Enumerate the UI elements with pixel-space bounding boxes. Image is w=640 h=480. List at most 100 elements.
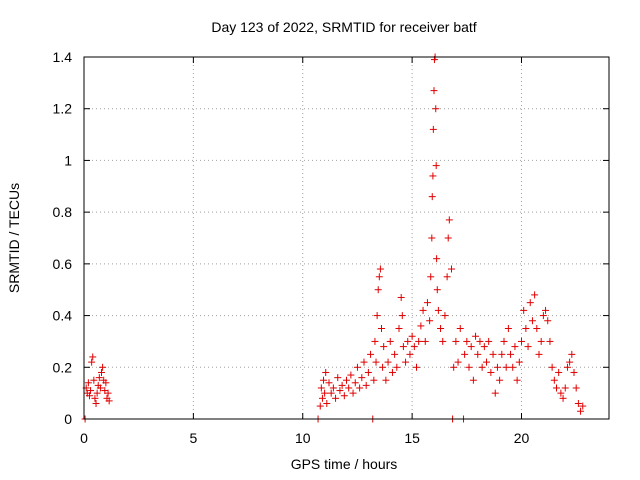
grid xyxy=(84,57,609,419)
data-point xyxy=(370,376,378,384)
data-point xyxy=(360,358,368,366)
data-point xyxy=(343,376,350,384)
data-point xyxy=(88,358,96,366)
data-point xyxy=(423,299,431,307)
data-point xyxy=(345,384,353,392)
data-point xyxy=(461,350,469,358)
data-point xyxy=(375,273,383,281)
data-point xyxy=(384,358,392,366)
data-point xyxy=(502,363,510,371)
data-point xyxy=(338,381,346,389)
data-point xyxy=(85,392,93,400)
data-point xyxy=(439,337,447,345)
data-point xyxy=(472,332,480,340)
data-point xyxy=(323,399,331,407)
data-point xyxy=(408,332,416,340)
data-point xyxy=(428,234,436,242)
data-point xyxy=(500,337,508,345)
data-point xyxy=(382,376,390,384)
y-axis-label: SRMTID / TECUs xyxy=(6,183,22,293)
data-point xyxy=(90,376,98,384)
chart-title: Day 123 of 2022, SRMTID for receiver bat… xyxy=(211,19,476,35)
data-point xyxy=(566,358,574,366)
data-point xyxy=(347,371,355,379)
data-point xyxy=(544,317,552,325)
data-point xyxy=(371,337,379,345)
data-point xyxy=(393,363,401,371)
data-point xyxy=(433,286,441,294)
data-point xyxy=(84,379,92,387)
axis-ticks: 0 0.2 0.4 0.6 0.8 1 1.2 1.4 0 5 10 15 20 xyxy=(53,49,609,446)
x-tick-label: 20 xyxy=(514,430,530,446)
data-point xyxy=(437,325,445,332)
data-point xyxy=(427,273,435,281)
data-point xyxy=(467,343,475,351)
data-point xyxy=(364,368,372,376)
x-tick-label: 10 xyxy=(295,430,311,446)
data-point xyxy=(89,353,97,361)
data-point xyxy=(320,376,328,384)
y-tick-label: 0.4 xyxy=(53,308,73,324)
data-point xyxy=(358,374,366,382)
y-tick-label: 1.2 xyxy=(53,101,73,117)
data-point xyxy=(362,381,370,389)
data-point xyxy=(515,358,523,366)
data-point xyxy=(550,376,558,384)
data-point xyxy=(367,350,375,358)
data-point xyxy=(434,306,442,314)
data-point xyxy=(476,337,484,345)
data-point xyxy=(577,407,585,415)
data-point xyxy=(561,384,569,392)
data-point xyxy=(428,193,436,201)
data-point xyxy=(507,350,515,358)
data-point xyxy=(574,399,582,407)
x-axis-label: GPS time / hours xyxy=(291,456,398,472)
data-point xyxy=(388,368,396,376)
y-tick-label: 0.8 xyxy=(53,204,73,220)
data-point xyxy=(316,402,324,410)
data-point xyxy=(95,374,103,382)
data-point xyxy=(379,363,387,371)
data-point xyxy=(496,376,504,384)
data-point xyxy=(511,343,519,351)
data-point xyxy=(374,286,382,294)
y-tick-label: 1 xyxy=(64,152,72,168)
data-point xyxy=(413,363,420,371)
data-point xyxy=(376,265,384,273)
data-point xyxy=(518,337,525,345)
data-point xyxy=(104,389,112,397)
data-point xyxy=(509,363,517,371)
data-point xyxy=(402,358,410,366)
data-point xyxy=(386,337,394,345)
data-point xyxy=(429,172,437,180)
data-point xyxy=(572,384,580,392)
x-tick-label: 5 xyxy=(189,430,197,446)
data-point xyxy=(537,337,545,345)
data-point xyxy=(563,363,571,371)
y-tick-label: 1.4 xyxy=(53,49,73,65)
data-points xyxy=(81,53,587,423)
data-point xyxy=(432,162,440,170)
data-point xyxy=(498,350,506,358)
x-tick-label: 15 xyxy=(404,430,420,446)
data-point xyxy=(456,325,464,332)
data-point xyxy=(351,379,359,387)
data-point xyxy=(533,325,541,332)
data-point xyxy=(493,363,501,371)
plot-frame xyxy=(83,56,610,420)
data-point xyxy=(317,384,325,392)
data-point xyxy=(318,394,326,402)
data-point xyxy=(102,379,110,387)
data-point xyxy=(491,389,499,397)
data-point xyxy=(410,343,418,351)
data-point xyxy=(421,337,429,345)
data-point xyxy=(553,384,560,392)
data-point xyxy=(353,363,361,371)
data-point xyxy=(522,325,530,332)
data-point xyxy=(463,337,471,345)
data-point xyxy=(322,368,330,376)
data-point xyxy=(380,343,388,351)
data-point xyxy=(378,325,385,332)
data-point xyxy=(539,312,547,320)
